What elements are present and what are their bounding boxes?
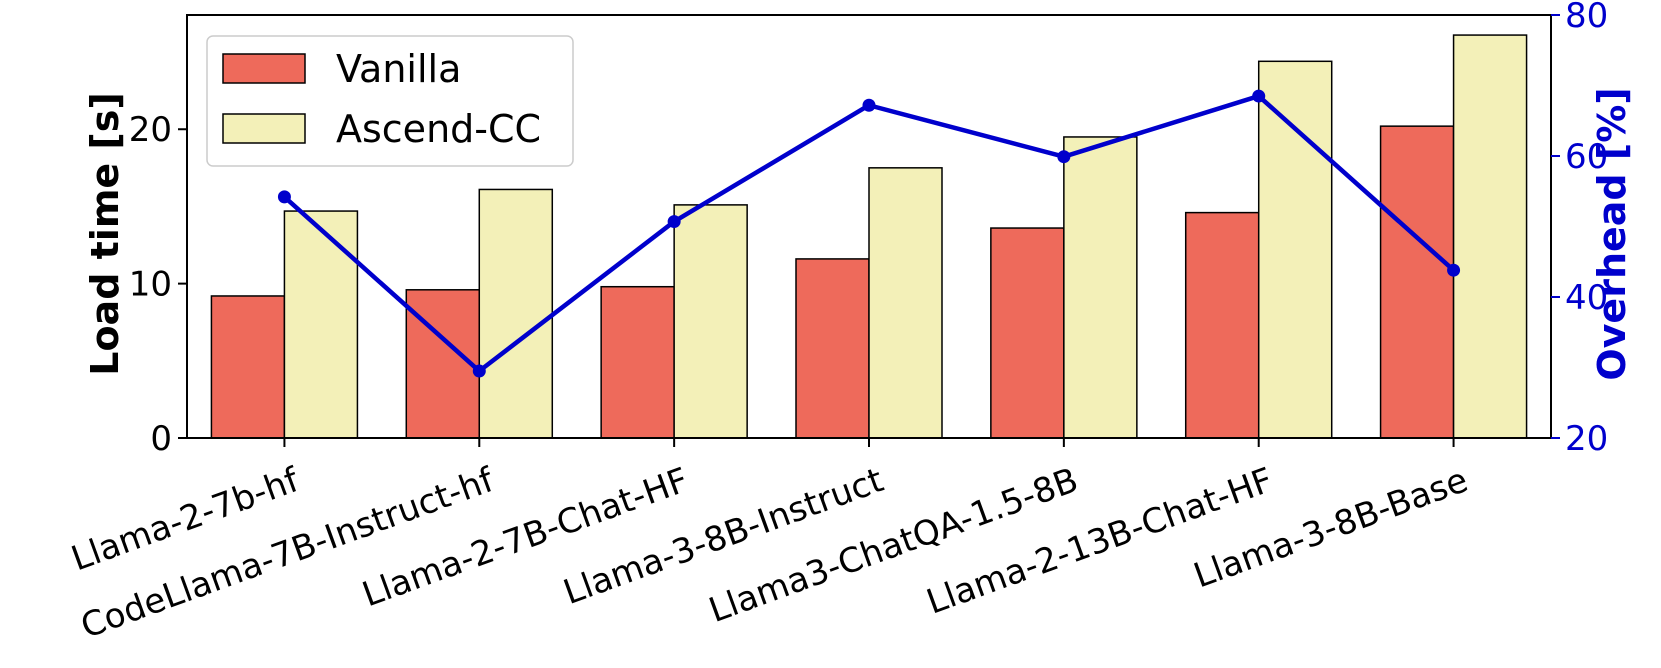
overhead-point-llama-3-8b-instruct	[862, 98, 876, 112]
legend: Vanilla Ascend-CC	[206, 35, 574, 167]
bar-vanilla-llama-2-13b-chat-hf	[1184, 211, 1260, 439]
legend-label-vanilla: Vanilla	[336, 47, 461, 91]
x-tick-label-llama-2-7b-chat-hf: Llama-2-7B-Chat-HF	[357, 460, 693, 615]
legend-swatch-vanilla	[222, 53, 306, 84]
overhead-point-llama3-chatqa-1-5-8b	[1057, 150, 1071, 164]
bar-vanilla-llama-2-7b-chat-hf	[600, 285, 675, 439]
bar-vanilla-llama-2-7b-hf	[210, 295, 286, 439]
right-y-axis-ticks: 20 40 60 80	[1551, 0, 1608, 459]
x-tick-label-llama-2-13b-chat-hf: Llama-2-13B-Chat-HF	[922, 460, 1279, 622]
right-tick-label: 40	[1565, 278, 1608, 318]
legend-label-ascend-cc: Ascend-CC	[336, 107, 541, 151]
bar-ascend-cc-codellama-7b-instruct-hf	[478, 188, 554, 439]
bars-layer	[210, 34, 1528, 439]
bar-ascend-cc-llama-3-8b-base	[1452, 34, 1528, 439]
bar-ascend-cc-llama-2-7b-chat-hf	[673, 204, 748, 439]
right-tick-label: 20	[1565, 419, 1608, 459]
overhead-point-llama-2-7b-hf	[277, 190, 291, 204]
overhead-line-layer	[277, 89, 1461, 378]
right-tick-label: 80	[1565, 0, 1608, 36]
bar-vanilla-llama-3-8b-instruct	[795, 258, 870, 439]
bar-ascend-cc-llama-3-8b-instruct	[868, 167, 943, 439]
overhead-point-codellama-7b-instruct-hf	[472, 364, 486, 378]
left-y-axis-ticks: 0 10 20	[129, 110, 187, 459]
bar-ascend-cc-llama-2-7b-hf	[283, 210, 359, 439]
right-y-axis-label: Overhead [%]	[1590, 87, 1634, 380]
legend-swatch-ascend-cc	[222, 113, 306, 144]
left-y-axis-label: Load time [s]	[83, 92, 127, 376]
bar-vanilla-llama3-chatqa-1-5-8b	[990, 227, 1065, 439]
left-tick-label: 0	[150, 419, 172, 459]
bar-ascend-cc-llama3-chatqa-1-5-8b	[1063, 136, 1138, 439]
bar-ascend-cc-llama-2-13b-chat-hf	[1257, 60, 1333, 439]
overhead-point-llama-3-8b-base	[1447, 263, 1461, 277]
left-tick-label: 20	[129, 110, 172, 150]
x-tick-label-llama3-chatqa-1-5-8b: Llama3-ChatQA-1.5-8B	[704, 460, 1084, 631]
x-axis-ticks: Llama-2-7b-hfCodeLlama-7B-Instruct-hfLla…	[66, 438, 1473, 647]
overhead-point-llama-2-7b-chat-hf	[667, 215, 681, 229]
right-tick-label: 60	[1565, 137, 1608, 177]
overhead-point-llama-2-13b-chat-hf	[1252, 89, 1266, 103]
left-tick-label: 10	[129, 265, 172, 305]
bar-vanilla-llama-3-8b-base	[1379, 125, 1455, 439]
